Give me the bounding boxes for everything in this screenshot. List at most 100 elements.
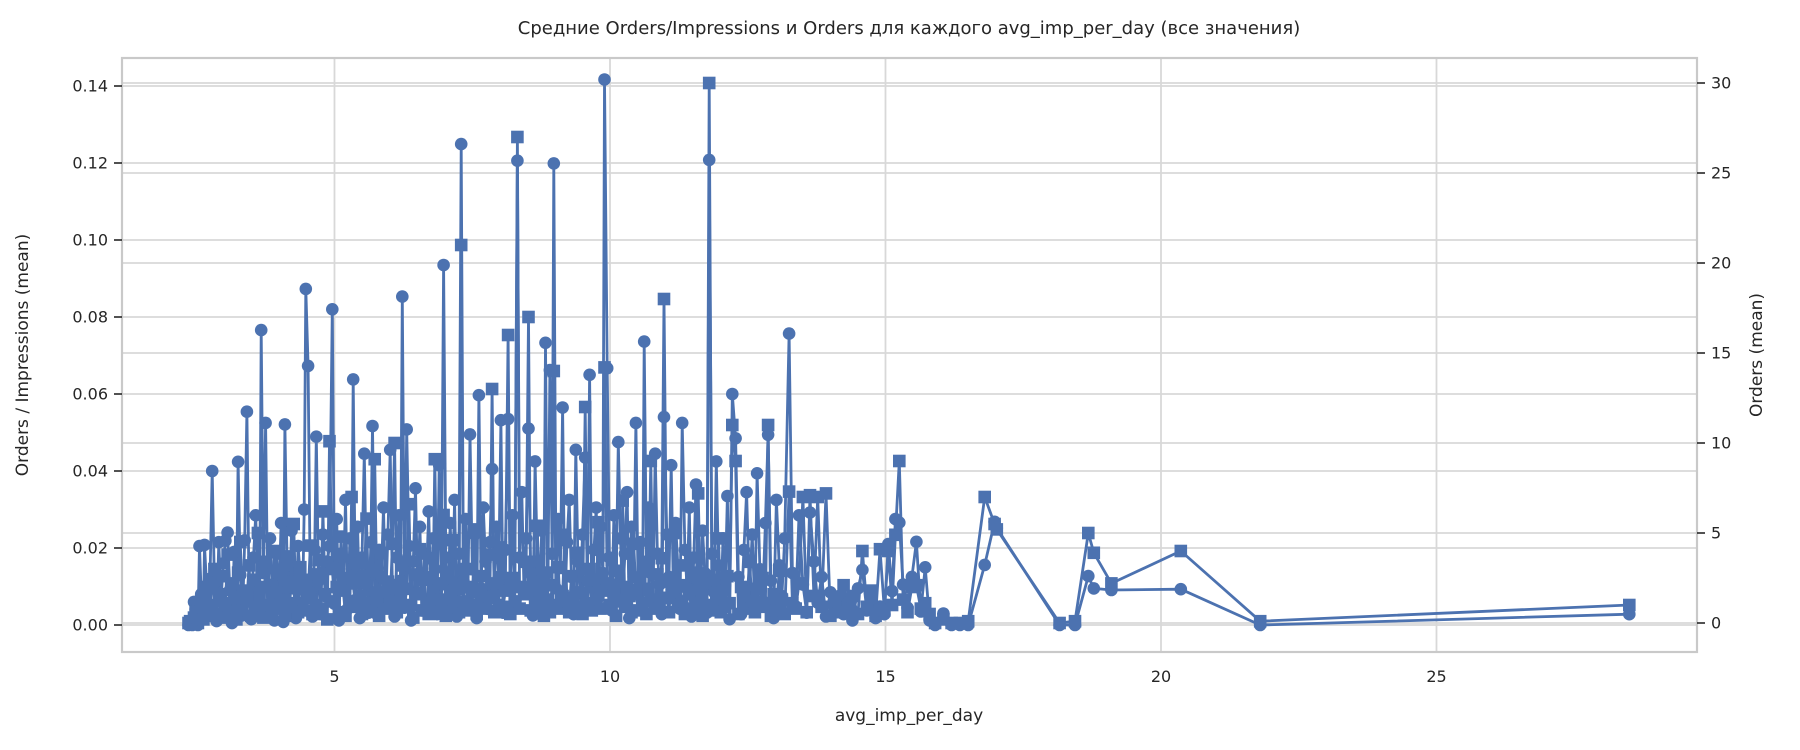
ratio-data-point — [452, 547, 466, 561]
ratio-data-point — [551, 512, 565, 526]
orders-data-point — [316, 505, 330, 518]
orders-data-point — [418, 573, 431, 587]
orders-data-point — [221, 548, 234, 561]
orders-data-point — [386, 537, 399, 551]
ratio-data-point — [807, 555, 821, 568]
ratio-data-point — [1082, 569, 1095, 583]
ratio-data-point — [400, 423, 414, 436]
x-tick-label: 25 — [1426, 667, 1446, 686]
y-right-tick-label: 20 — [1711, 254, 1731, 273]
orders-data-point — [864, 584, 878, 597]
orders-data-point — [227, 591, 241, 605]
orders-data-point — [1105, 577, 1118, 590]
orders-data-point — [404, 598, 418, 612]
ratio-data-point — [664, 458, 678, 472]
orders-data-point — [428, 452, 442, 466]
orders-data-point — [545, 578, 559, 592]
orders-data-point — [551, 560, 565, 574]
orders-data-point — [259, 555, 272, 569]
y-left-tick-label: 0.04 — [72, 462, 108, 481]
orders-data-point — [274, 564, 288, 578]
orders-data-point — [756, 571, 769, 585]
y-right-tick-label: 10 — [1711, 434, 1731, 453]
data-layer — [182, 73, 1636, 632]
orders-data-point — [328, 595, 341, 608]
ratio-data-point — [729, 432, 742, 445]
orders-data-point — [598, 361, 611, 374]
orders-data-point — [238, 584, 251, 597]
ratio-data-point — [815, 570, 828, 584]
orders-data-point — [573, 586, 587, 599]
orders-data-point — [499, 584, 512, 597]
ratio-data-point — [759, 516, 772, 530]
orders-data-point — [846, 589, 859, 603]
orders-data-point — [691, 487, 705, 500]
orders-data-point — [381, 575, 395, 588]
orders-data-point — [441, 566, 455, 579]
ratio-data-point — [485, 462, 499, 476]
ratio-data-point — [669, 516, 682, 530]
orders-data-point — [314, 602, 327, 615]
orders-data-point — [321, 613, 334, 626]
orders-data-point — [1082, 526, 1095, 540]
ratio-data-point — [221, 526, 234, 539]
ratio-data-point — [454, 137, 468, 151]
orders-data-point — [360, 512, 373, 525]
y-left-axis-label: Orders / Impressions (mean) — [13, 234, 33, 477]
y-left-tick-label: 0.12 — [72, 154, 108, 173]
y-right-axis-label: Orders (mean) — [1747, 293, 1767, 417]
orders-data-point — [501, 328, 515, 342]
orders-data-point — [474, 569, 488, 583]
ratio-data-point — [745, 528, 759, 541]
ratio-data-point — [721, 489, 734, 503]
grid-layer — [122, 58, 1697, 652]
orders-data-point — [721, 569, 734, 583]
orders-data-point — [961, 614, 975, 628]
ratio-data-point — [657, 410, 671, 424]
orders-data-point — [375, 546, 388, 560]
orders-data-point — [1053, 616, 1066, 630]
orders-data-point — [702, 76, 716, 90]
y-left-tick-label: 0.00 — [72, 616, 108, 635]
ratio-data-point — [310, 430, 323, 444]
orders-data-point — [644, 454, 658, 468]
orders-data-point — [539, 566, 552, 579]
ratio-data-point — [472, 388, 486, 402]
ratio-data-point — [578, 451, 592, 464]
orders-data-point — [651, 568, 664, 581]
orders-data-point — [234, 535, 247, 549]
ratio-data-point — [291, 539, 305, 553]
ratio-data-point — [463, 428, 477, 441]
ratio-data-point — [428, 562, 442, 576]
orders-data-point — [454, 238, 468, 252]
orders-data-point — [312, 553, 325, 567]
orders-data-point — [1087, 546, 1101, 560]
orders-data-point — [485, 382, 499, 396]
ratio-data-point — [392, 509, 406, 522]
ratio-data-point — [263, 532, 277, 545]
orders-data-point — [368, 452, 381, 466]
orders-data-point — [657, 292, 671, 306]
orders-data-point — [918, 596, 932, 610]
ratio-data-point — [531, 555, 544, 568]
orders-data-point — [789, 602, 802, 615]
orders-data-point — [637, 557, 651, 570]
orders-data-point — [1623, 598, 1636, 612]
ratio-data-point — [297, 503, 311, 516]
ratio-data-point — [437, 258, 450, 272]
orders-data-point — [326, 562, 339, 576]
y-right-tick-label: 15 — [1711, 344, 1731, 363]
orders-data-point — [383, 595, 397, 608]
ratio-data-point — [770, 493, 783, 507]
ratio-data-point — [705, 547, 719, 561]
ratio-data-point — [625, 520, 638, 534]
orders-data-point — [285, 575, 298, 588]
orders-data-point — [558, 528, 572, 542]
orders-data-point — [819, 487, 833, 500]
ratio-data-point — [501, 412, 515, 426]
ratio-data-point — [607, 509, 621, 522]
ratio-data-point — [334, 547, 348, 561]
ratio-data-point — [316, 528, 330, 541]
ratio-data-point — [918, 561, 932, 574]
ratio-data-point — [782, 327, 796, 340]
